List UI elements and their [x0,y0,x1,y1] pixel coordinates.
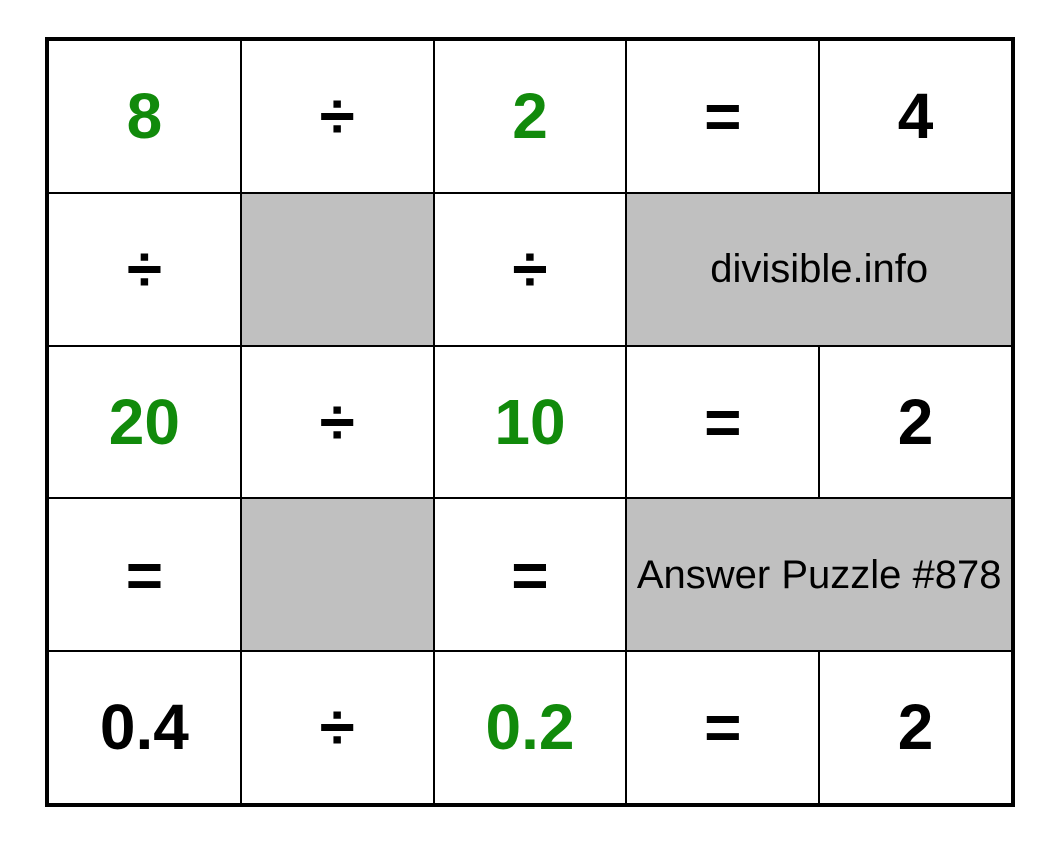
cell-r2c0: 20 [48,346,241,499]
cell-r1c0: ÷ [48,193,241,346]
cell-r2c2: 10 [434,346,627,499]
cell-r3c2: = [434,498,627,651]
cell-r3-info: Answer Puzzle #878 [626,498,1012,651]
cell-r0c1: ÷ [241,40,434,193]
cell-r0c2: 2 [434,40,627,193]
cell-r0c4: 4 [819,40,1012,193]
cell-r2c4: 2 [819,346,1012,499]
cell-r0c0: 8 [48,40,241,193]
cell-r2c3: = [626,346,819,499]
cell-r1c2: ÷ [434,193,627,346]
cell-r1c1-empty [241,193,434,346]
cell-r4c0: 0.4 [48,651,241,804]
cell-r3c1-empty [241,498,434,651]
cell-r4c1: ÷ [241,651,434,804]
cell-r3c0: = [48,498,241,651]
cell-r2c1: ÷ [241,346,434,499]
cell-r0c3: = [626,40,819,193]
cell-r4c3: = [626,651,819,804]
cell-r4c2: 0.2 [434,651,627,804]
puzzle-grid: 8 ÷ 2 = 4 ÷ ÷ divisible.info 20 ÷ 10 = 2… [45,37,1015,807]
cell-r4c4: 2 [819,651,1012,804]
cell-r1-info: divisible.info [626,193,1012,346]
